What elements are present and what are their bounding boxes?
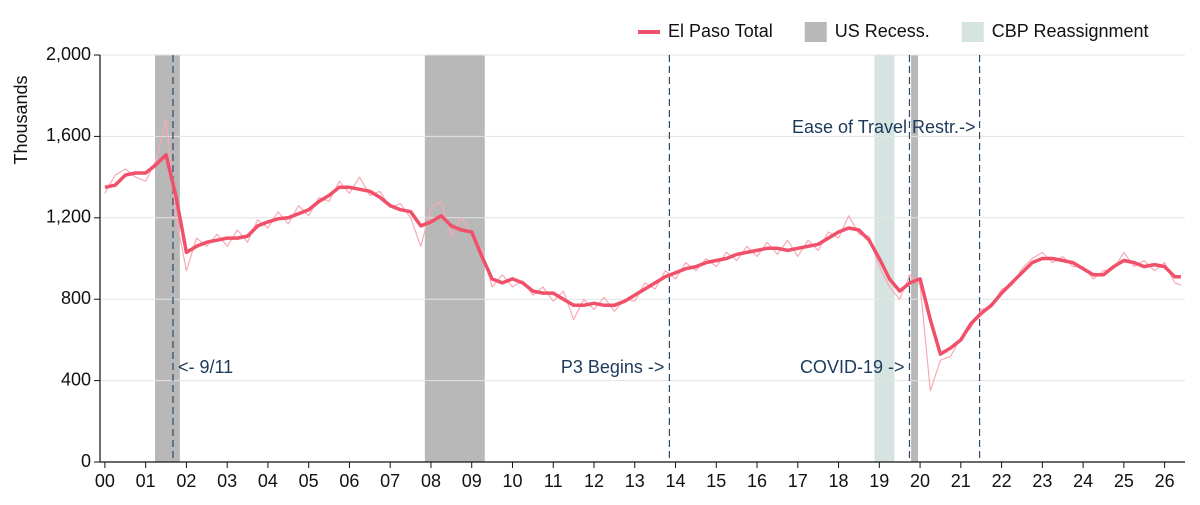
x-tick-label: 05 [299, 471, 319, 491]
legend-label: US Recess. [835, 21, 930, 41]
shaded-band [911, 55, 919, 462]
x-tick-label: 13 [625, 471, 645, 491]
y-tick-label: 1,600 [46, 125, 91, 145]
legend-label: CBP Reassignment [992, 21, 1149, 41]
x-tick-label: 14 [665, 471, 685, 491]
y-tick-label: 1,200 [46, 207, 91, 227]
annotation: <- 9/11 [178, 357, 233, 377]
y-tick-label: 0 [81, 451, 91, 471]
y-tick-label: 2,000 [46, 44, 91, 64]
legend-label: El Paso Total [668, 21, 773, 41]
x-tick-label: 18 [829, 471, 849, 491]
x-tick-label: 07 [380, 471, 400, 491]
x-tick-label: 01 [136, 471, 156, 491]
annotation: COVID-19 -> [800, 357, 905, 377]
x-tick-label: 21 [951, 471, 971, 491]
y-axis-label: Thousands [11, 75, 31, 164]
x-tick-label: 19 [869, 471, 889, 491]
x-tick-label: 24 [1073, 471, 1093, 491]
x-tick-label: 26 [1155, 471, 1175, 491]
x-tick-label: 08 [421, 471, 441, 491]
y-tick-label: 400 [61, 369, 91, 389]
shaded-band [155, 55, 180, 462]
shaded-band [424, 55, 485, 462]
annotation: Ease of Travel Restr.-> [792, 117, 976, 137]
x-tick-label: 12 [584, 471, 604, 491]
raw-line [104, 119, 1182, 392]
x-tick-label: 16 [747, 471, 767, 491]
x-tick-label: 02 [176, 471, 196, 491]
annotation: P3 Begins -> [561, 357, 665, 377]
x-tick-label: 00 [95, 471, 115, 491]
legend-swatch [961, 22, 984, 42]
x-tick-label: 06 [339, 471, 359, 491]
x-tick-label: 15 [706, 471, 726, 491]
x-tick-label: 25 [1114, 471, 1134, 491]
x-tick-label: 23 [1032, 471, 1052, 491]
x-tick-label: 22 [992, 471, 1012, 491]
x-tick-label: 10 [502, 471, 522, 491]
x-tick-label: 17 [788, 471, 808, 491]
x-tick-label: 11 [544, 471, 563, 491]
shaded-band [874, 55, 895, 462]
x-tick-label: 03 [217, 471, 237, 491]
y-tick-label: 800 [61, 288, 91, 308]
series-line [104, 152, 1181, 356]
x-tick-label: 20 [910, 471, 930, 491]
x-tick-label: 09 [462, 471, 482, 491]
legend-swatch [804, 22, 827, 42]
x-tick-label: 04 [258, 471, 278, 491]
